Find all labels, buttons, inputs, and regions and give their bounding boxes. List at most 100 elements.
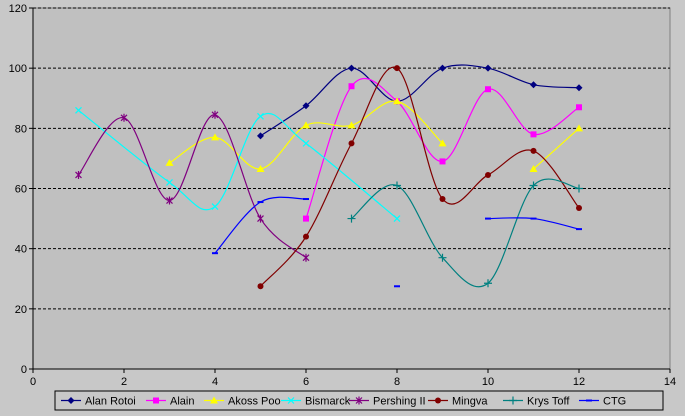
x-tick-label: 8 <box>394 376 400 388</box>
data-point <box>348 64 355 72</box>
data-point <box>394 65 400 72</box>
series-line <box>260 64 580 137</box>
data-point <box>302 121 310 129</box>
data-point <box>75 106 82 114</box>
legend-item: Akoss Poo <box>204 396 281 408</box>
data-point <box>165 158 174 166</box>
data-point <box>438 253 447 262</box>
data-point <box>529 181 538 190</box>
data-point <box>302 102 310 110</box>
data-point <box>210 396 218 404</box>
data-point <box>257 283 264 290</box>
legend-item: Krys Toff <box>503 396 570 408</box>
legend-label: Alan Rotoi <box>85 396 136 408</box>
data-point <box>347 121 356 129</box>
data-point <box>303 215 309 222</box>
data-point <box>166 179 173 186</box>
data-point <box>575 84 583 92</box>
data-point <box>439 196 446 203</box>
data-point <box>576 104 582 111</box>
data-point <box>530 147 537 154</box>
data-point <box>484 279 492 288</box>
data-point <box>438 139 447 147</box>
data-point <box>67 397 75 404</box>
data-point <box>393 215 401 223</box>
x-tick-label: 0 <box>30 376 36 388</box>
data-point <box>120 113 128 122</box>
axes: 0 20 40 60 80 100 120 0 2 4 6 8 10 12 14 <box>9 3 676 388</box>
data-point <box>257 132 264 140</box>
data-point <box>153 397 159 404</box>
gridlines <box>33 7 670 310</box>
series-krys-toff <box>347 178 583 288</box>
data-point <box>256 164 265 172</box>
data-point <box>530 131 537 138</box>
data-point <box>439 64 446 72</box>
data-point <box>435 397 441 404</box>
legend-item: CTG <box>579 396 626 408</box>
series-lines <box>75 64 583 290</box>
data-point <box>348 83 355 90</box>
legend-item: Pershing II <box>349 396 426 408</box>
legend-label: CTG <box>603 396 626 408</box>
data-point <box>166 196 173 205</box>
y-tick-label: 120 <box>9 3 27 15</box>
legend-label: Akoss Poo <box>228 396 281 408</box>
legend: Alan Rotoi Alain Akoss Poo Bismarck Pershing… <box>54 390 664 411</box>
series-bismarck <box>75 106 401 223</box>
data-point <box>485 86 491 93</box>
x-tick-label: 6 <box>303 376 309 388</box>
y-tick-label: 20 <box>15 304 27 316</box>
legend-label: Bismarck <box>305 396 351 408</box>
legend-item: Mingva <box>428 396 488 408</box>
y-tick-label: 40 <box>15 244 27 256</box>
y-tick-label: 100 <box>9 63 27 75</box>
data-point <box>485 171 491 178</box>
legend-item: Bismarck <box>281 396 351 408</box>
legend-item: Alan Rotoi <box>61 396 136 408</box>
data-point <box>211 110 219 119</box>
y-tick-label: 0 <box>21 364 27 376</box>
series-pershing-ii <box>75 110 310 262</box>
y-tick-label: 60 <box>15 184 27 196</box>
data-point <box>439 158 446 165</box>
series-line <box>78 109 398 220</box>
data-point <box>393 97 401 105</box>
x-tick-label: 14 <box>664 376 676 388</box>
data-point <box>303 233 309 240</box>
x-tick-label: 10 <box>482 376 494 388</box>
x-tick-label: 12 <box>573 376 585 388</box>
data-point <box>302 139 310 147</box>
data-point <box>529 164 538 172</box>
data-point <box>575 124 583 132</box>
data-point <box>530 81 537 89</box>
data-point <box>576 205 582 212</box>
data-point <box>75 170 82 179</box>
data-point <box>302 253 310 262</box>
series-line <box>260 66 580 287</box>
data-point <box>348 140 355 147</box>
data-point <box>211 203 219 210</box>
series-mingva <box>257 65 582 290</box>
legend-label: Krys Toff <box>527 396 570 408</box>
data-point <box>287 397 295 404</box>
y-tick-label: 80 <box>15 123 27 135</box>
data-point <box>484 64 492 72</box>
data-point <box>575 184 583 193</box>
data-point <box>509 396 517 405</box>
data-point <box>211 133 219 141</box>
legend-label: Pershing II <box>373 396 426 408</box>
legend-item: Alain <box>146 396 194 408</box>
data-point <box>355 396 363 405</box>
series-akoss-poo <box>165 97 583 172</box>
legend-label: Mingva <box>452 396 488 408</box>
data-point <box>257 112 264 120</box>
data-point <box>347 214 356 223</box>
data-point <box>257 214 264 223</box>
series-line <box>305 78 580 219</box>
series-ctg <box>212 196 582 288</box>
x-tick-label: 4 <box>212 376 218 388</box>
legend-label: Alain <box>170 396 194 408</box>
x-tick-label: 2 <box>121 376 127 388</box>
